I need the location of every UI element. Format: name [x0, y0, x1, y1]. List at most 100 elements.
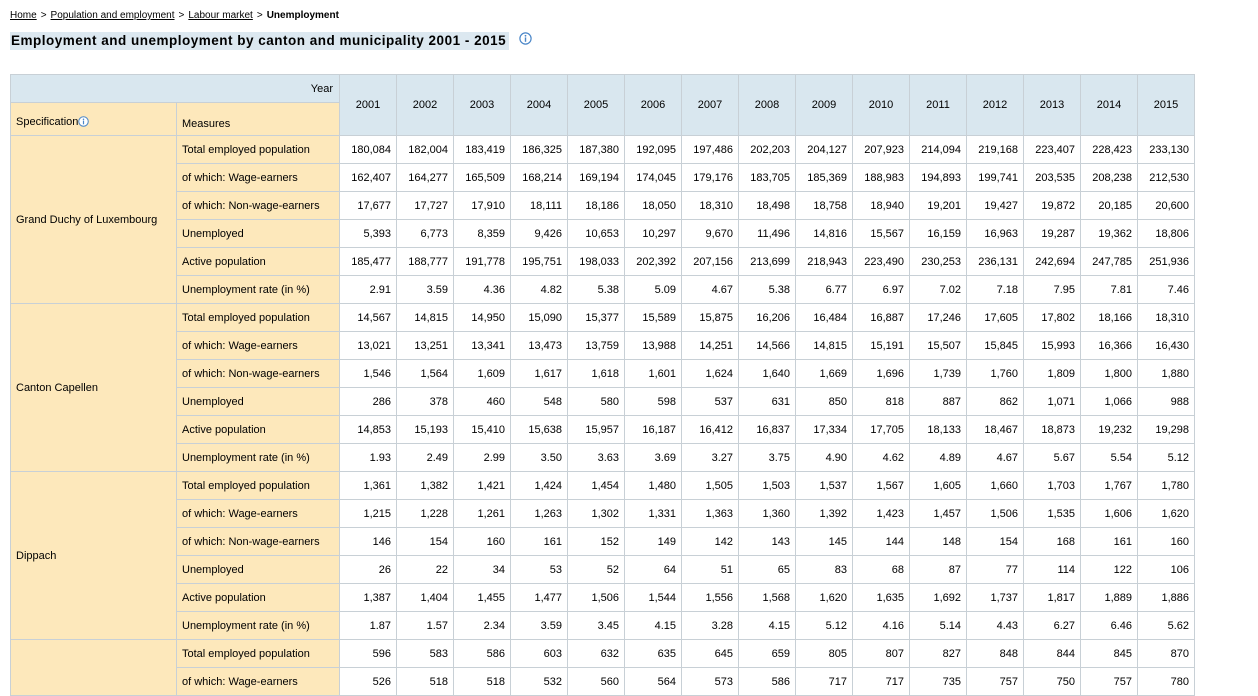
value-cell: 1,544	[624, 583, 682, 612]
value-cell: 228,423	[1080, 135, 1138, 164]
value-cell: 1,423	[852, 499, 910, 528]
value-cell: 19,287	[1023, 219, 1081, 248]
value-cell: 1,535	[1023, 499, 1081, 528]
value-cell: 1,660	[966, 471, 1024, 500]
specification-header: Specification	[10, 102, 177, 136]
entity-label	[10, 639, 177, 696]
measure-label: of which: Wage-earners	[176, 331, 340, 360]
table-row: Unemployed 26 22 34 53 52 64 51 65 83 68 87 77 114 122…	[11, 555, 1195, 584]
value-cell: 19,872	[1023, 191, 1081, 220]
value-cell: 14,567	[339, 303, 397, 332]
year-header: 2010	[852, 74, 910, 136]
value-cell: 19,298	[1137, 415, 1195, 444]
table-row: Unemployed 5,393 6,773 8,359 9,426 10,653 10,2…	[11, 219, 1195, 248]
value-cell: 13,988	[624, 331, 682, 360]
value-cell: 1,066	[1080, 387, 1138, 416]
value-cell: 161	[1080, 527, 1138, 556]
value-cell: 18,111	[510, 191, 568, 220]
value-cell: 7.46	[1137, 275, 1195, 304]
value-cell: 5.67	[1023, 443, 1081, 472]
value-cell: 1.57	[396, 611, 454, 640]
breadcrumb-home-link[interactable]: Home	[10, 10, 37, 21]
value-cell: 631	[738, 387, 796, 416]
value-cell: 583	[396, 639, 454, 668]
breadcrumb-labour-market-link[interactable]: Labour market	[188, 10, 253, 21]
value-cell: 1,780	[1137, 471, 1195, 500]
value-cell: 1,457	[909, 499, 967, 528]
measure-label: of which: Wage-earners	[176, 499, 340, 528]
value-cell: 1,360	[738, 499, 796, 528]
value-cell: 286	[339, 387, 397, 416]
year-header: 2002	[396, 74, 454, 136]
breadcrumb-population-link[interactable]: Population and employment	[50, 10, 175, 21]
page-title: Employment and unemployment by canton an…	[10, 32, 510, 50]
value-cell: 586	[453, 639, 511, 668]
value-cell: 1,696	[852, 359, 910, 388]
value-cell: 9,426	[510, 219, 568, 248]
value-cell: 16,484	[795, 303, 853, 332]
measure-label: Unemployment rate (in %)	[176, 275, 340, 304]
value-cell: 1,618	[567, 359, 625, 388]
value-cell: 18,758	[795, 191, 853, 220]
value-cell: 203,535	[1023, 163, 1081, 192]
measure-label: Active population	[176, 247, 340, 276]
value-cell: 2.34	[453, 611, 511, 640]
value-cell: 64	[624, 555, 682, 584]
measure-label: Unemployed	[176, 387, 340, 416]
value-cell: 870	[1137, 639, 1195, 668]
value-cell: 236,131	[966, 247, 1024, 276]
table-row: Unemployed 286 378 460 548 580 598 537 631 850 818…	[11, 387, 1195, 416]
value-cell: 5.12	[1137, 443, 1195, 472]
value-cell: 1,568	[738, 583, 796, 612]
value-cell: 1,546	[339, 359, 397, 388]
value-cell: 192,095	[624, 135, 682, 164]
value-cell: 532	[510, 667, 568, 696]
value-cell: 1,617	[510, 359, 568, 388]
value-cell: 22	[396, 555, 454, 584]
spec-header-row: Specification Measures	[10, 102, 1195, 136]
value-cell: 632	[567, 639, 625, 668]
year-header: 2013	[1023, 74, 1081, 136]
value-cell: 1,880	[1137, 359, 1195, 388]
value-cell: 34	[453, 555, 511, 584]
value-cell: 51	[681, 555, 739, 584]
value-cell: 1.93	[339, 443, 397, 472]
year-header: 2008	[738, 74, 796, 136]
value-cell: 7.81	[1080, 275, 1138, 304]
value-cell: 161	[510, 527, 568, 556]
value-cell: 1,506	[567, 583, 625, 612]
value-cell: 6.46	[1080, 611, 1138, 640]
value-cell: 149	[624, 527, 682, 556]
value-cell: 16,187	[624, 415, 682, 444]
value-cell: 185,369	[795, 163, 853, 192]
value-cell: 17,605	[966, 303, 1024, 332]
data-table: Year 2001 2002 2003 2004 2005 2006 2007 2008 200…	[10, 74, 1195, 696]
value-cell: 848	[966, 639, 1024, 668]
value-cell: 598	[624, 387, 682, 416]
value-cell: 16,963	[966, 219, 1024, 248]
value-cell: 16,887	[852, 303, 910, 332]
year-header: 2009	[795, 74, 853, 136]
info-icon[interactable]	[78, 116, 90, 130]
table-row: Active population 1,387 1,404 1,455 1,477 1,5…	[11, 583, 1195, 612]
value-cell: 518	[453, 667, 511, 696]
value-cell: 717	[795, 667, 853, 696]
measure-label: Total employed population	[176, 303, 340, 332]
value-cell: 223,490	[852, 247, 910, 276]
info-icon[interactable]	[519, 32, 532, 50]
value-cell: 1,809	[1023, 359, 1081, 388]
value-cell: 1,624	[681, 359, 739, 388]
value-cell: 1,817	[1023, 583, 1081, 612]
table-body: Grand Duchy of Luxembourg Total employed …	[10, 135, 1195, 696]
value-cell: 564	[624, 667, 682, 696]
value-cell: 780	[1137, 667, 1195, 696]
table-row: Total employed population 596 583 586 603 632…	[10, 639, 1195, 696]
value-cell: 162,407	[339, 163, 397, 192]
value-cell: 174,045	[624, 163, 682, 192]
value-cell: 1,477	[510, 583, 568, 612]
value-cell: 179,176	[681, 163, 739, 192]
table-row: Active population 185,477 188,777 191,778 19…	[11, 247, 1195, 276]
value-cell: 68	[852, 555, 910, 584]
value-cell: 1,635	[852, 583, 910, 612]
value-cell: 19,201	[909, 191, 967, 220]
